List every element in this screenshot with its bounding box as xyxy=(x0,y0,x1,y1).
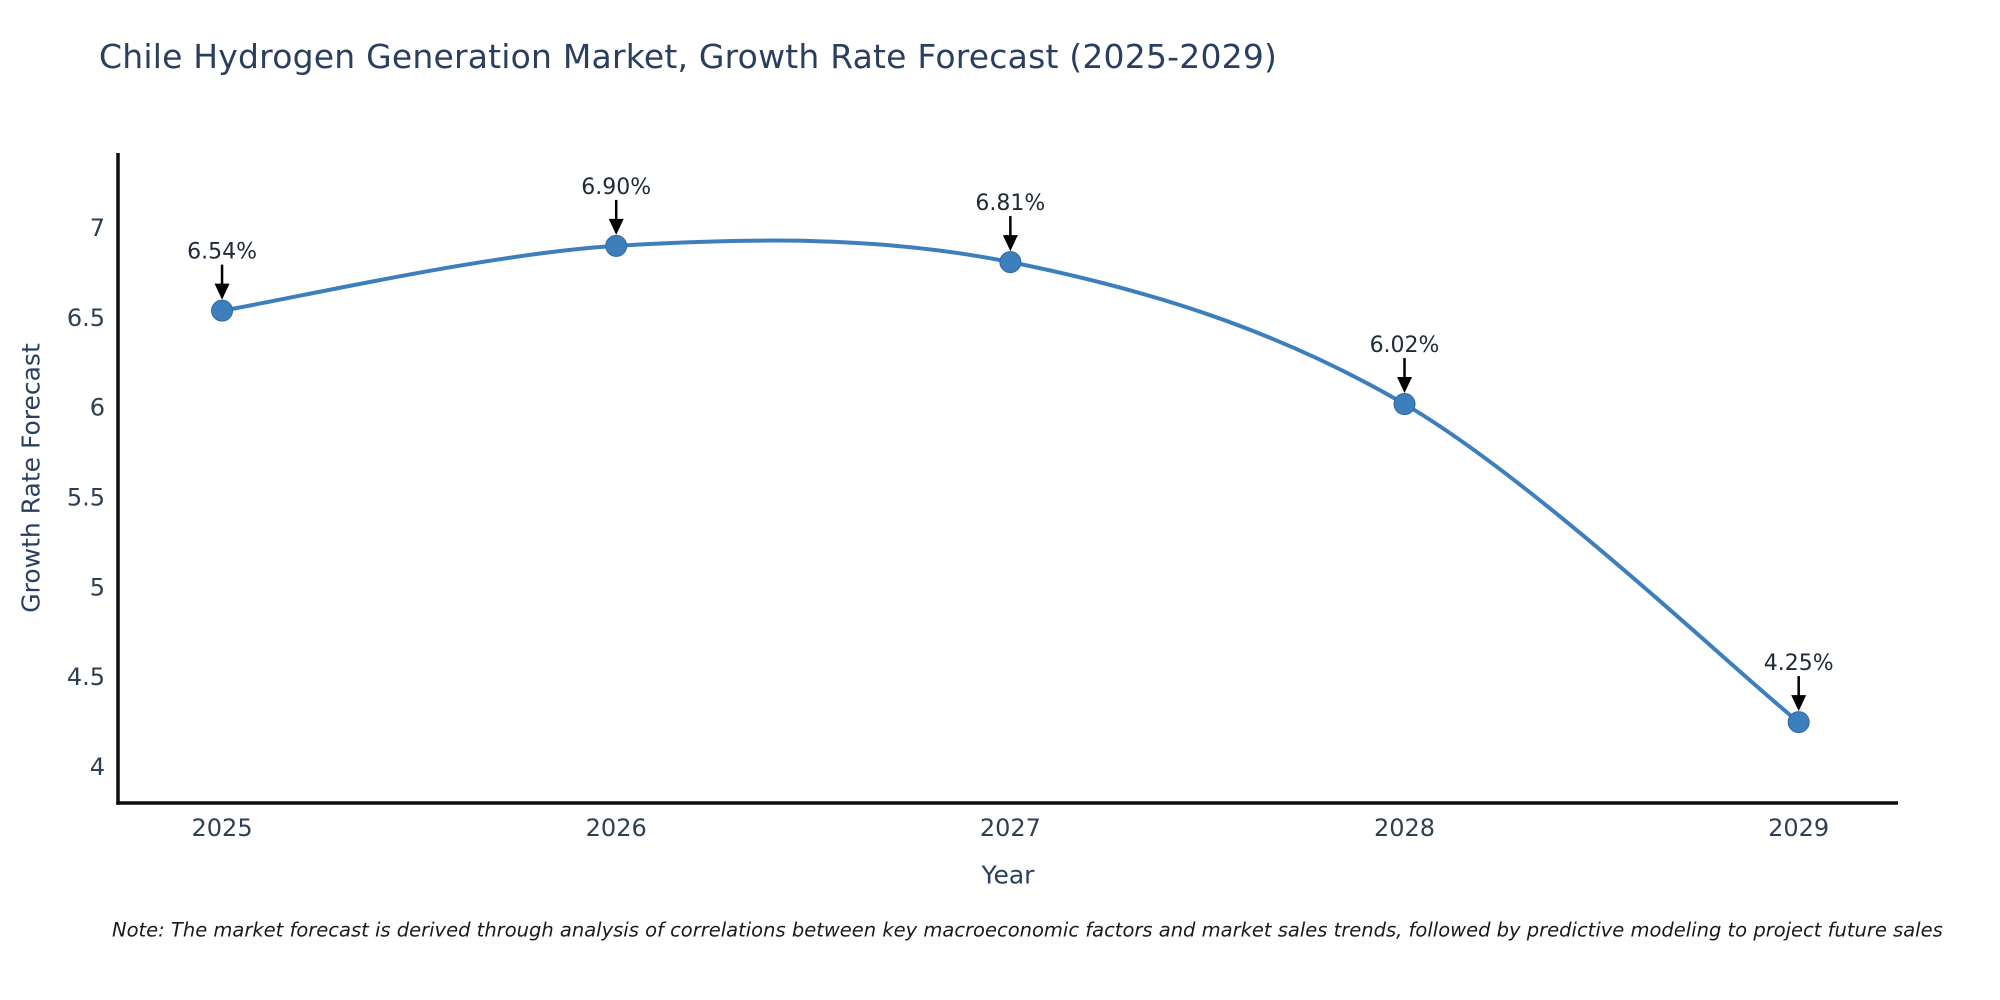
chart-title: Chile Hydrogen Generation Market, Growth… xyxy=(99,37,1278,76)
data-point-2028[interactable] xyxy=(1393,393,1416,416)
annotation-arrow-head xyxy=(1002,235,1018,252)
data-point-label: 6.02% xyxy=(1370,333,1440,358)
x-tick-label: 2026 xyxy=(586,814,647,842)
y-tick-label: 5.5 xyxy=(67,483,105,511)
y-tick-label: 4.5 xyxy=(67,663,105,691)
y-tick-label: 5 xyxy=(90,573,105,601)
annotation-arrow-head xyxy=(608,218,624,235)
annotation-arrow-head xyxy=(214,283,230,300)
trend-line xyxy=(220,238,1801,725)
annotation-arrow-head xyxy=(1397,377,1413,394)
data-point-2027[interactable] xyxy=(999,251,1022,274)
data-point-label: 6.90% xyxy=(581,175,651,200)
y-tick-label: 4 xyxy=(90,753,105,781)
x-tick-label: 2025 xyxy=(192,814,253,842)
annotation-arrow-head xyxy=(1791,695,1807,712)
y-tick-label: 6 xyxy=(90,394,105,422)
x-tick-label: 2028 xyxy=(1374,814,1435,842)
y-tick-label: 7 xyxy=(90,214,105,242)
data-point-label: 6.54% xyxy=(187,240,257,265)
data-point-2025[interactable] xyxy=(211,299,234,322)
x-tick-label: 2029 xyxy=(1768,814,1829,842)
footnote: Note: The market forecast is derived thr… xyxy=(112,918,1943,942)
data-point-label: 6.81% xyxy=(975,191,1045,216)
data-point-2026[interactable] xyxy=(605,234,628,257)
y-tick-label: 6.5 xyxy=(67,304,105,332)
x-axis-title: Year xyxy=(981,860,1035,890)
data-point-label: 4.25% xyxy=(1764,651,1834,676)
x-tick-label: 2027 xyxy=(980,814,1041,842)
data-point-2029[interactable] xyxy=(1787,711,1810,734)
